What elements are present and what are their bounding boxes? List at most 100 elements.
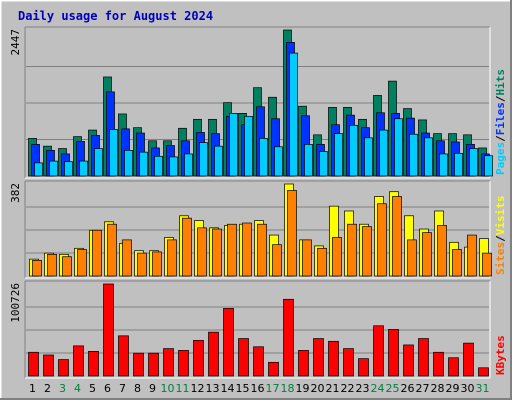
bar-kbytes-kbytes-day-31 <box>478 367 489 377</box>
x-tick-day-22: 22 <box>341 382 355 395</box>
bar-visits-sites-day-28 <box>437 225 447 277</box>
chart-panels: 2447Pages/Files/Hits382Sites/Visits10072… <box>9 26 507 379</box>
x-tick-day-24: 24 <box>371 382 385 395</box>
x-tick-day-28: 28 <box>431 382 445 395</box>
bar-visits-sites-day-12 <box>197 227 207 277</box>
bar-hits-pages-day-15 <box>244 115 253 177</box>
bar-hits-pages-day-2 <box>49 160 58 177</box>
bar-hits-pages-day-29 <box>454 152 463 177</box>
x-tick-day-3: 3 <box>59 382 66 395</box>
bar-visits-sites-day-3 <box>62 256 72 277</box>
bar-kbytes-kbytes-day-8 <box>133 352 144 377</box>
bar-hits-pages-day-4 <box>79 160 88 177</box>
bar-visits-sites-day-16 <box>257 223 267 277</box>
bar-hits-pages-day-27 <box>424 137 433 177</box>
bar-kbytes-kbytes-day-24 <box>373 325 384 377</box>
legend-part-visits-2: Visits <box>494 196 507 236</box>
x-tick-day-12: 12 <box>191 382 205 395</box>
x-tick-day-19: 19 <box>296 382 310 395</box>
bar-hits-pages-day-11 <box>184 153 193 177</box>
bar-kbytes-kbytes-day-5 <box>88 350 99 377</box>
x-tick-day-8: 8 <box>134 382 141 395</box>
x-tick-day-29: 29 <box>446 382 460 395</box>
bar-visits-sites-day-21 <box>332 237 342 277</box>
x-tick-day-1: 1 <box>29 382 36 395</box>
bar-hits-pages-day-31 <box>484 155 493 177</box>
y-max-label-visits: 382 <box>9 183 22 203</box>
x-tick-day-17: 17 <box>266 382 280 395</box>
bar-hits-pages-day-24 <box>379 129 388 177</box>
bar-kbytes-kbytes-day-25 <box>388 329 399 377</box>
bar-kbytes-kbytes-day-27 <box>418 338 429 377</box>
legend-part-hits-2: Files <box>494 102 507 135</box>
bar-hits-pages-day-21 <box>334 133 343 177</box>
bar-kbytes-kbytes-day-30 <box>463 342 474 377</box>
bar-kbytes-kbytes-day-16 <box>253 346 264 377</box>
legend-part-kbytes-0: KBytes <box>494 335 507 375</box>
x-tick-day-10: 10 <box>161 382 175 395</box>
bar-visits-sites-day-5 <box>92 229 102 277</box>
legend-part-visits-1: / <box>494 235 507 242</box>
bar-visits-sites-day-11 <box>182 217 192 277</box>
bar-kbytes-kbytes-day-18 <box>283 298 294 377</box>
bar-hits-pages-day-19 <box>304 144 313 177</box>
bar-visits-sites-day-8 <box>137 252 147 277</box>
bar-kbytes-kbytes-day-28 <box>433 351 444 377</box>
x-tick-day-21: 21 <box>326 382 340 395</box>
bar-visits-sites-day-7 <box>122 239 132 277</box>
bar-hits-pages-day-25 <box>394 118 403 177</box>
bar-visits-sites-day-9 <box>152 251 162 277</box>
bar-hits-pages-day-8 <box>139 151 148 177</box>
bar-visits-sites-day-1 <box>32 259 42 277</box>
bar-kbytes-kbytes-day-12 <box>193 340 204 377</box>
bar-visits-sites-day-25 <box>392 196 402 277</box>
bar-hits-pages-day-1 <box>34 162 43 177</box>
bar-visits-sites-day-22 <box>347 223 357 277</box>
bar-kbytes-kbytes-day-29 <box>448 357 459 377</box>
bar-hits-pages-day-5 <box>94 148 103 177</box>
bar-hits-pages-day-14 <box>229 113 238 177</box>
bar-kbytes-kbytes-day-2 <box>43 354 54 377</box>
bar-visits-sites-day-19 <box>302 239 312 277</box>
bar-visits-sites-day-31 <box>482 252 492 277</box>
x-tick-day-11: 11 <box>176 382 190 395</box>
bar-kbytes-kbytes-day-22 <box>343 348 354 377</box>
bar-visits-sites-day-2 <box>47 253 57 277</box>
y-max-label-hits: 2447 <box>9 29 22 56</box>
bar-hits-pages-day-9 <box>154 155 163 177</box>
legend-part-visits-0: Sites <box>494 242 507 275</box>
bar-visits-sites-day-14 <box>227 223 237 277</box>
legend-part-hits-0: Pages <box>494 142 507 175</box>
bar-visits-sites-day-20 <box>317 247 327 277</box>
bar-hits-pages-day-18 <box>289 52 298 177</box>
bar-hits-pages-day-23 <box>364 137 373 177</box>
y-legend-kbytes: KBytes <box>494 335 507 375</box>
x-tick-day-31: 31 <box>476 382 490 395</box>
x-tick-day-25: 25 <box>386 382 400 395</box>
bar-hits-pages-day-10 <box>169 156 178 177</box>
bar-kbytes-kbytes-day-9 <box>148 352 159 377</box>
bar-hits-pages-day-28 <box>439 153 448 177</box>
bar-hits-pages-day-13 <box>214 145 223 177</box>
bar-visits-sites-day-18 <box>287 190 297 277</box>
x-tick-day-2: 2 <box>44 382 51 395</box>
bar-hits-pages-day-6 <box>109 129 118 177</box>
bar-kbytes-kbytes-day-17 <box>268 361 279 377</box>
x-tick-day-20: 20 <box>311 382 325 395</box>
bar-visits-sites-day-6 <box>107 223 117 277</box>
bar-visits-sites-day-27 <box>422 232 432 277</box>
bar-kbytes-kbytes-day-21 <box>328 340 339 377</box>
bar-hits-pages-day-17 <box>274 146 283 177</box>
bar-kbytes-kbytes-day-23 <box>358 358 369 377</box>
bar-kbytes-kbytes-day-3 <box>58 359 69 377</box>
x-axis-day-labels: 1 2 3 4 5 6 7 8 9 10 11 12 13 14 15 16 17 18 19 20 21 22 23 24 2… <box>29 382 490 395</box>
bar-hits-pages-day-7 <box>124 149 133 177</box>
x-tick-day-14: 14 <box>221 382 235 395</box>
x-tick-day-5: 5 <box>89 382 96 395</box>
x-tick-day-7: 7 <box>119 382 126 395</box>
bar-hits-pages-day-16 <box>259 138 268 177</box>
bar-hits-pages-day-30 <box>469 148 478 177</box>
bar-visits-sites-day-26 <box>407 239 417 277</box>
x-tick-day-4: 4 <box>74 382 81 395</box>
